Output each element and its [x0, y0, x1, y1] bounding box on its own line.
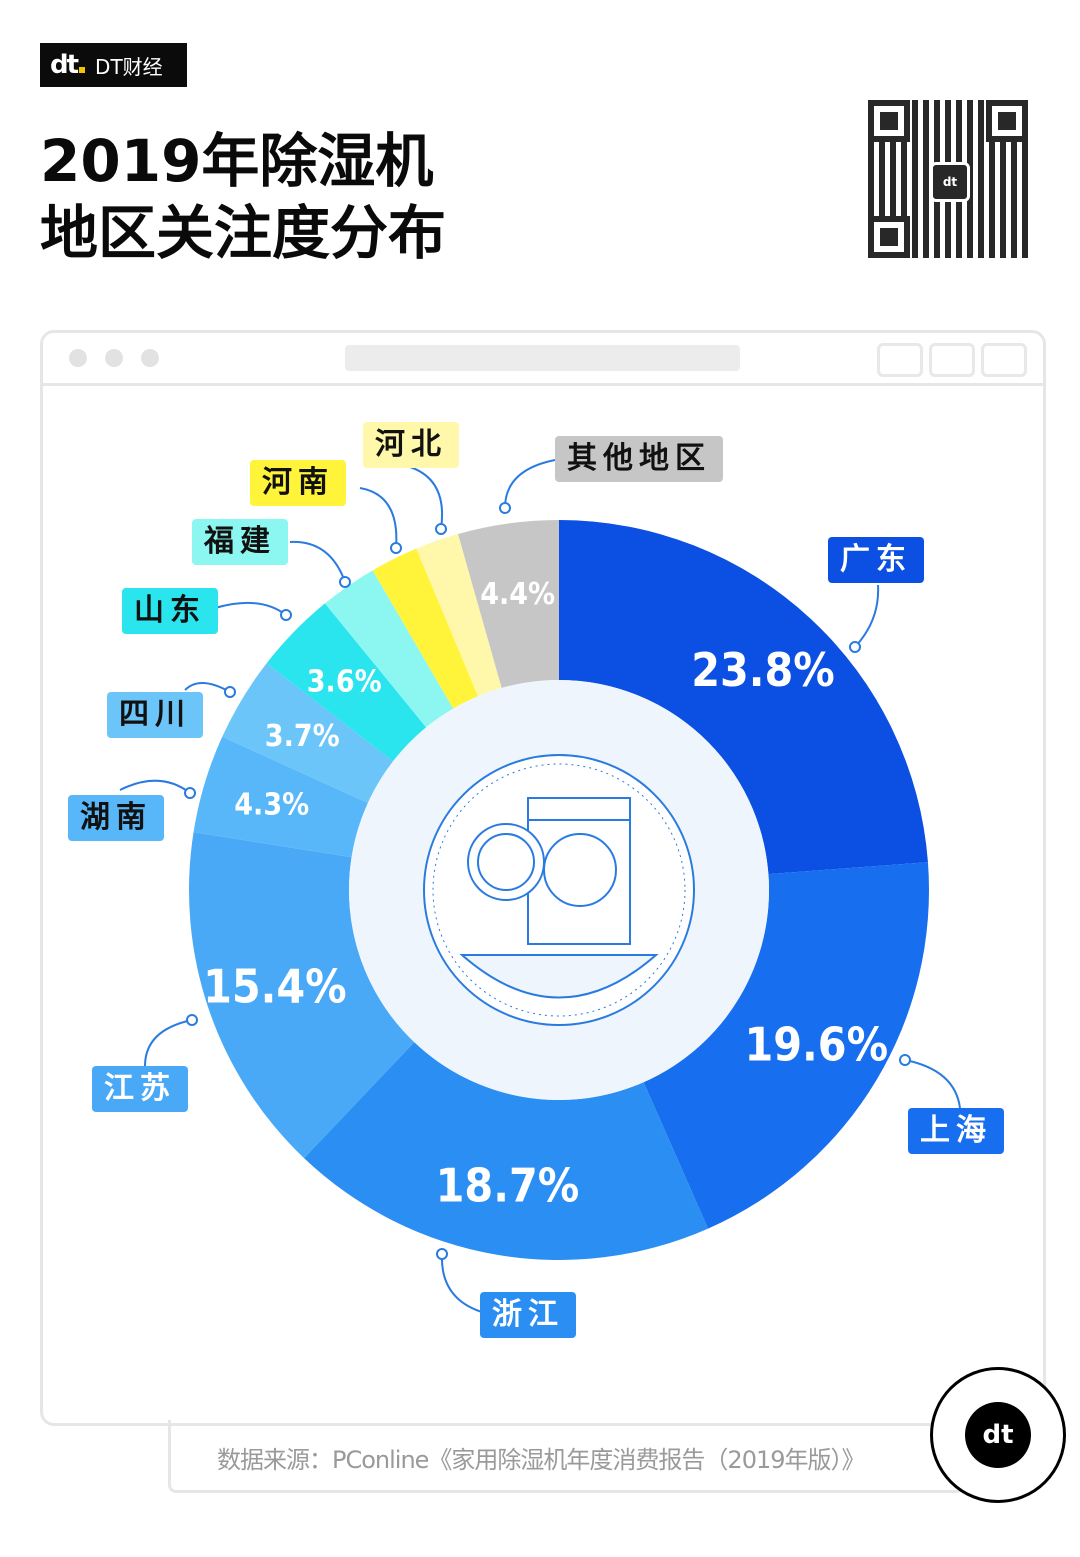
stop-icon — [141, 349, 159, 367]
leader-dot-7 — [339, 576, 351, 588]
leader-line-6 — [214, 601, 287, 616]
leader-dot-9 — [435, 523, 447, 535]
slice-7 — [324, 570, 454, 728]
leader-line-2 — [440, 1253, 486, 1314]
slice-label-0: 23.8% — [691, 643, 835, 697]
data-source: 数据来源：PConline《家用除湿机年度消费报告（2019年版）》 — [217, 1446, 866, 1474]
slice-label-1: 19.6% — [744, 1017, 888, 1071]
slice-1 — [643, 862, 929, 1229]
qr-logo-icon: dt — [930, 162, 970, 202]
close-icon — [69, 349, 87, 367]
slice-6 — [266, 603, 427, 762]
slice-label-5: 3.7% — [265, 719, 340, 754]
record-icon — [877, 343, 923, 377]
title-line-2: 地区关注度分布 — [40, 199, 447, 267]
slice-0 — [559, 520, 928, 875]
slice-label-4: 4.3% — [234, 788, 309, 823]
leader-dot-1 — [899, 1054, 911, 1066]
region-label-other: 其他地区 — [555, 436, 723, 482]
brand-logo: dt DT财经 — [40, 43, 187, 87]
leader-line-3 — [144, 1019, 193, 1067]
leader-dot-6 — [280, 609, 292, 621]
leader-line-1 — [904, 1059, 961, 1109]
leader-dot-10 — [499, 502, 511, 514]
window-icon — [981, 343, 1027, 377]
page-title: 2019年除湿机 地区关注度分布 — [40, 125, 446, 269]
region-label-sichuan: 四川 — [107, 692, 203, 738]
slice-9 — [416, 534, 502, 697]
leader-line-9 — [409, 466, 443, 530]
leader-dot-2 — [436, 1248, 448, 1260]
dt-badge: dt — [930, 1367, 1066, 1503]
leader-line-5 — [184, 682, 231, 693]
leader-line-8 — [359, 487, 398, 549]
brand-name: DT财经 — [95, 54, 163, 79]
badge-logo: dt — [965, 1402, 1031, 1468]
leader-line-0 — [854, 584, 880, 648]
leader-dot-8 — [390, 542, 402, 554]
leader-line-7 — [289, 540, 346, 583]
dt-logo: dt — [50, 50, 86, 80]
address-bar — [345, 345, 740, 371]
slice-label-3: 15.4% — [203, 959, 347, 1013]
slice-2 — [304, 1042, 709, 1261]
home-icon — [929, 343, 975, 377]
leader-dot-5 — [224, 686, 236, 698]
region-label-guangdong: 广东 — [828, 537, 924, 583]
slice-3 — [188, 832, 415, 1159]
leader-line-10 — [504, 459, 556, 509]
slice-label-2: 18.7% — [436, 1159, 580, 1213]
region-label-henan: 河南 — [250, 460, 346, 506]
qr-code: dt — [868, 100, 1028, 258]
region-label-zhejiang: 浙江 — [480, 1292, 576, 1338]
leader-dot-0 — [849, 641, 861, 653]
slice-label-10: 4.4% — [480, 577, 555, 612]
leader-dot-3 — [186, 1014, 198, 1026]
region-label-hebei: 河北 — [363, 422, 459, 468]
leader-dot-4 — [184, 787, 196, 799]
slice-5 — [222, 663, 394, 803]
region-label-jiangsu: 江苏 — [92, 1066, 188, 1112]
slice-8 — [372, 548, 479, 709]
region-label-shanghai: 上海 — [908, 1108, 1004, 1154]
title-line-1: 2019年除湿机 — [40, 127, 434, 195]
slice-4 — [193, 736, 368, 858]
slice-label-6: 3.6% — [307, 665, 382, 700]
minimize-icon — [105, 349, 123, 367]
washing-machine-icon — [459, 797, 659, 999]
region-label-fujian: 福建 — [192, 519, 288, 565]
region-label-hunan: 湖南 — [68, 795, 164, 841]
region-label-shandong: 山东 — [122, 588, 218, 634]
leader-line-4 — [119, 779, 191, 794]
slice-10 — [458, 520, 559, 688]
